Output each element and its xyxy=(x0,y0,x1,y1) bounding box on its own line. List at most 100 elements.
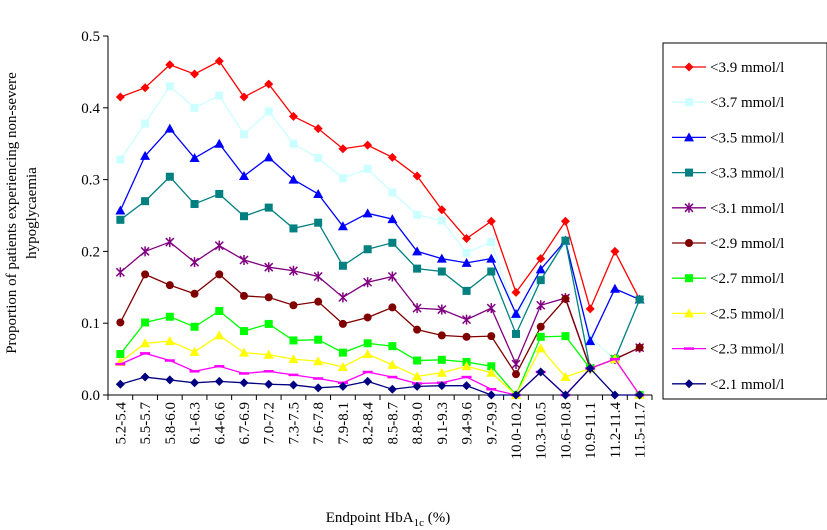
data-point xyxy=(437,216,446,225)
data-point xyxy=(190,378,200,388)
data-point xyxy=(437,205,447,215)
data-point xyxy=(511,287,521,297)
data-point xyxy=(165,172,174,181)
legend-label: <3.1 mmol/l xyxy=(710,201,784,217)
data-point xyxy=(313,271,323,282)
data-point xyxy=(486,367,497,377)
data-point xyxy=(685,168,693,177)
legend-item: <2.3 mmol/l xyxy=(672,342,784,358)
legend-item: <2.1 mmol/l xyxy=(672,377,784,393)
data-point xyxy=(214,138,225,148)
data-point xyxy=(487,332,496,341)
data-point xyxy=(239,171,249,181)
data-point xyxy=(560,390,570,400)
data-point xyxy=(116,318,125,327)
data-point xyxy=(263,152,274,162)
data-point xyxy=(140,83,150,93)
data-point xyxy=(387,214,398,224)
data-point xyxy=(684,202,694,213)
x-tick-label: 10.9-11.1 xyxy=(583,402,599,459)
data-point xyxy=(387,359,398,369)
legend-item: <3.1 mmol/l xyxy=(672,201,784,217)
series-line xyxy=(119,310,641,397)
data-point xyxy=(486,303,496,314)
series-line xyxy=(120,367,640,396)
data-point xyxy=(387,152,397,162)
data-point xyxy=(240,130,248,139)
data-point xyxy=(585,363,595,373)
series-line xyxy=(120,60,641,311)
data-point xyxy=(190,200,199,209)
data-point xyxy=(264,293,273,302)
data-point xyxy=(240,212,248,221)
data-point xyxy=(413,264,422,273)
data-point xyxy=(437,331,446,340)
x-tick-label: 6.7-6.9 xyxy=(237,402,253,445)
x-tick-label: 11.2-11.4 xyxy=(608,402,624,459)
data-point xyxy=(190,103,199,112)
data-point xyxy=(190,322,199,331)
series-line xyxy=(119,85,641,361)
data-point xyxy=(263,349,274,359)
data-point xyxy=(288,265,298,276)
data-point xyxy=(536,276,545,285)
data-point xyxy=(313,356,324,366)
x-tick-label: 7.0-7.2 xyxy=(262,402,278,445)
legend-label: <2.5 mmol/l xyxy=(710,306,784,322)
data-point xyxy=(535,264,546,274)
data-point xyxy=(388,303,397,312)
data-point xyxy=(412,381,422,391)
series-6 xyxy=(116,270,644,379)
series-4 xyxy=(116,172,644,373)
data-point xyxy=(585,304,595,314)
x-tick-label: 5.5-5.7 xyxy=(138,402,154,445)
data-point xyxy=(337,361,348,371)
data-point xyxy=(610,246,620,256)
data-point xyxy=(314,218,323,227)
data-point xyxy=(214,56,224,66)
y-axis-title-line2: hypoglycaemia xyxy=(24,167,40,259)
legend-item: <3.7 mmol/l xyxy=(672,95,784,111)
x-axis-title: Endpoint HbA1c (%) xyxy=(326,510,451,529)
data-point xyxy=(412,303,422,314)
x-tick-label: 6.4-6.6 xyxy=(212,402,228,445)
data-point xyxy=(363,376,373,386)
x-tick-label: 9.1-9.3 xyxy=(435,402,451,445)
data-point xyxy=(684,308,694,318)
data-point xyxy=(288,380,298,390)
data-point xyxy=(214,330,225,340)
data-point xyxy=(436,367,447,377)
data-point xyxy=(412,246,423,256)
data-point xyxy=(289,224,298,233)
data-point xyxy=(362,208,373,218)
data-point xyxy=(141,318,150,327)
legend-item: <2.7 mmol/l xyxy=(672,271,784,287)
data-point xyxy=(337,221,348,231)
data-point xyxy=(436,253,447,263)
data-point xyxy=(165,237,175,248)
data-point xyxy=(190,289,199,298)
data-point xyxy=(461,361,472,371)
legend-item: <3.3 mmol/l xyxy=(672,166,784,182)
data-point xyxy=(461,257,472,267)
data-point xyxy=(362,349,373,359)
series-line xyxy=(119,273,640,376)
data-point xyxy=(462,286,471,295)
data-point xyxy=(140,372,150,382)
data-point xyxy=(685,239,693,247)
data-point xyxy=(214,240,224,251)
data-point xyxy=(190,257,200,268)
data-point xyxy=(610,390,620,400)
data-point xyxy=(388,238,397,247)
data-point xyxy=(338,292,348,303)
data-point xyxy=(684,379,694,389)
y-tick-label: 0.5 xyxy=(81,29,100,45)
data-point xyxy=(141,270,150,279)
legend-label: <2.7 mmol/l xyxy=(710,271,784,287)
data-point xyxy=(363,277,373,288)
data-point xyxy=(288,174,299,184)
data-point xyxy=(412,171,422,181)
y-tick-label: 0.0 xyxy=(81,388,100,404)
series-layer xyxy=(115,56,645,400)
data-point xyxy=(140,150,151,160)
